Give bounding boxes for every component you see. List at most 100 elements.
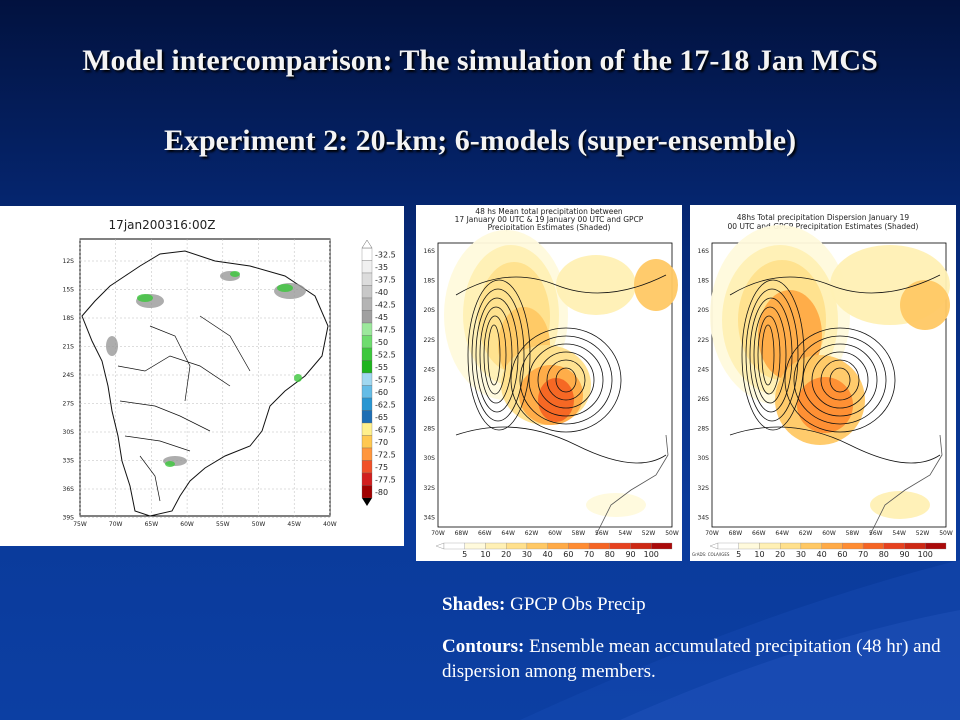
precip-colorbar-swatch [464,542,486,550]
precip-lat-label: 30S [698,455,710,462]
precip-colorbar-label: 5 [736,550,741,559]
precip-lon-label: 52W [642,530,656,537]
precip-lat-label: 28S [424,426,436,433]
mean-precip-map: 16S 18S 20S 22S 24S 26S 28S 30S 32S 34S 70W 68W 66W 6… [424,230,679,559]
precip-colorbar-label: 20 [501,550,511,559]
precip-colorbar-label: 20 [775,550,785,559]
ir-colorbar-swatch [361,335,373,349]
ir-lat-label: 15S [63,287,75,294]
ir-lat-label: 30S [63,429,75,436]
ir-colorbar-label: -57.5 [375,375,396,384]
ir-lon-label: 50W [252,521,266,528]
precip-colorbar-label: 70 [858,550,868,559]
ir-colorbar-label: -45 [375,313,388,322]
precip-lon-label: 58W [846,530,860,537]
ir-lon-label: 70W [109,521,123,528]
ir-colorbar-swatch [361,260,373,274]
precip-lat-label: 22S [698,337,710,344]
ir-satellite-panel: 17jan200316:00Z 12S 15S 18S 21S 24S [0,206,404,546]
precip-lon-label: 60W [548,530,562,537]
disp-panel-title: 48hs Total precipitation Dispersion Janu… [727,213,919,231]
slide-subtitle: Experiment 2: 20-km; 6-models (super-ens… [163,124,797,157]
ir-lat-label: 21S [63,344,75,351]
precip-lat-label: 34S [698,514,710,521]
precip-colorbar-label: 40 [543,550,553,559]
precip-lon-label: 56W [869,530,883,537]
precip-colorbar-label: 90 [625,550,635,559]
precip-lon-label: 64W [775,530,789,537]
ir-colorbar-label: -72.5 [375,450,396,459]
precip-lat-label: 16S [424,248,436,255]
ir-lon-label: 60W [180,521,194,528]
ir-lat-label: 24S [63,372,75,379]
ir-colorbar-swatch [361,410,373,424]
ir-colorbar-swatch [361,460,373,474]
precip-lat-label: 26S [424,396,436,403]
precip-colorbar-swatch [630,542,652,550]
precip-colorbar-swatch [862,542,884,550]
ir-colorbar-swatch [361,285,373,299]
ir-lat-label: 27S [63,401,75,408]
precip-colorbar-label: 30 [522,550,532,559]
ir-colorbar-label: -40 [375,288,388,297]
precip-colorbar-label: 30 [796,550,806,559]
precip-lat-label: 32S [424,485,436,492]
ir-lat-label: 12S [63,258,75,265]
ir-colorbar-swatch [361,372,373,386]
ir-lat-label: 33S [63,458,75,465]
precip-lon-label: 70W [705,530,719,537]
precip-colorbar-label: 100 [918,550,933,559]
precip-colorbar-label: 10 [754,550,764,559]
ir-colorbar-swatch [361,472,373,486]
precip-colorbar-swatch [821,542,843,550]
slide-title: Model intercomparison: The simulation of… [82,44,878,77]
ir-panel-title: 17jan200316:00Z [108,218,216,232]
ir-colorbar-swatch [361,422,373,436]
precip-lon-label: 56W [595,530,609,537]
ir-colorbar-label: -47.5 [375,325,396,334]
precip-colorbar-label: 90 [899,550,909,559]
mean-precip-panel: 48 hs Mean total precipitation between 1… [416,205,682,561]
contours-caption: Contours: Ensemble mean accumulated prec… [442,636,941,682]
precip-contours [729,274,941,464]
ir-colorbar-swatch [361,272,373,286]
precip-colorbar-swatch [443,542,465,550]
ir-lat-label: 18S [63,315,75,322]
precip-lat-label: 24S [424,366,436,373]
precip-colorbar-label: 70 [584,550,594,559]
ir-colorbar-label: -60 [375,388,388,397]
dispersion-map: 16S 18S 20S 22S 24S 26S 28S 30S 32S 34S 70W 68W 66W 6… [698,225,953,559]
precip-lon-label: 58W [572,530,586,537]
precip-lon-label: 60W [822,530,836,537]
ir-colorbar-swatch [361,435,373,449]
precip-lon-label: 68W [455,530,469,537]
ir-lon-label: 75W [73,521,87,528]
shades-caption: Shades: GPCP Obs Precip [442,594,646,615]
south-america-outline [81,250,329,517]
ir-lon-label: 45W [287,521,301,528]
precip-lon-label: 68W [729,530,743,537]
ir-colorbar-label: -80 [375,488,388,497]
precip-lon-label: 62W [525,530,539,537]
precip-colorbar-swatch [651,542,673,550]
ir-colorbar-swatch [361,297,373,311]
precip-lat-label: 18S [698,278,710,285]
ir-colorbar-label: -67.5 [375,425,396,434]
precip-lat-label: 20S [424,307,436,314]
ir-lon-label: 65W [145,521,159,528]
precip-lat-label: 18S [424,278,436,285]
precip-colorbar-label: 60 [563,550,573,559]
ir-colorbar-label: -62.5 [375,400,396,409]
ir-lon-label: 40W [323,521,337,528]
precip-lat-label: 26S [698,396,710,403]
precip-lon-label: 66W [478,530,492,537]
precip-colorbar-swatch [842,542,864,550]
precip-lon-label: 66W [752,530,766,537]
precip-lon-label: 64W [501,530,515,537]
precip-lon-label: 54W [618,530,632,537]
precip-lon-label: 50W [939,530,953,537]
precip-colorbar-label: 80 [879,550,889,559]
precip-colorbar-swatch [485,542,507,550]
ir-colorbar-label: -32.5 [375,250,396,259]
ir-map: 12S 15S 18S 21S 24S 27S 30S 33S 36S 39S 75W 70W 65W… [63,238,396,528]
